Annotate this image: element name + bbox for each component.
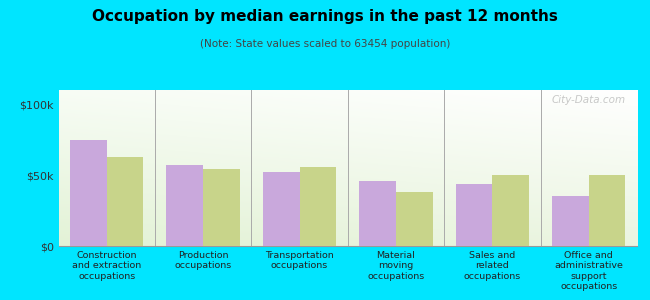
Bar: [359, 181, 396, 246]
Bar: [203, 169, 240, 246]
Text: City-Data.com: City-Data.com: [551, 95, 625, 105]
Bar: [107, 157, 144, 246]
Bar: [300, 167, 336, 246]
Text: (Note: State values scaled to 63454 population): (Note: State values scaled to 63454 popu…: [200, 39, 450, 49]
Bar: [493, 175, 529, 246]
Bar: [166, 165, 203, 246]
Bar: [263, 172, 300, 246]
Bar: [552, 196, 589, 246]
Bar: [70, 140, 107, 246]
Bar: [456, 184, 493, 246]
Text: Occupation by median earnings in the past 12 months: Occupation by median earnings in the pas…: [92, 9, 558, 24]
Bar: [396, 192, 433, 246]
Bar: [589, 175, 625, 246]
